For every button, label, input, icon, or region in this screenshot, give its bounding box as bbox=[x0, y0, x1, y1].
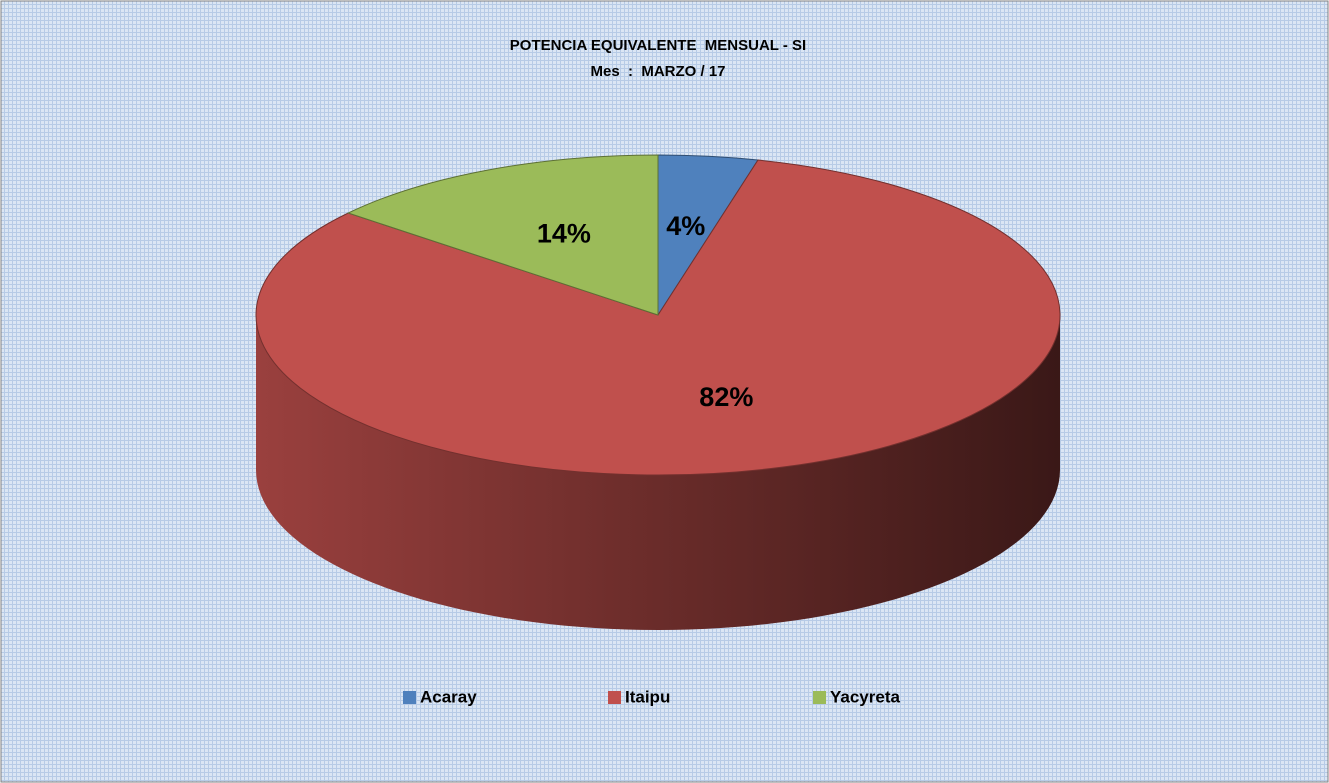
data-label: 4% bbox=[666, 211, 705, 241]
pie: 4% 82% 14% bbox=[255, 154, 1061, 630]
chart-subtitle: Mes : MARZO / 17 bbox=[590, 63, 725, 80]
legend-label: Itaipu bbox=[625, 687, 670, 706]
slice-side bbox=[256, 315, 1060, 630]
legend: Acaray Itaipu Yacyreta bbox=[403, 687, 900, 706]
legend-swatch bbox=[813, 691, 826, 704]
slice bbox=[255, 159, 1061, 476]
data-label: 14% bbox=[537, 219, 591, 249]
slice bbox=[346, 154, 659, 316]
legend-swatch bbox=[608, 691, 621, 704]
data-label: 82% bbox=[699, 382, 753, 412]
chart-title: POTENCIA EQUIVALENTE MENSUAL - SI bbox=[510, 37, 806, 54]
legend-label: Yacyreta bbox=[830, 687, 900, 706]
legend-swatch bbox=[403, 691, 416, 704]
legend-label: Acaray bbox=[420, 687, 477, 706]
